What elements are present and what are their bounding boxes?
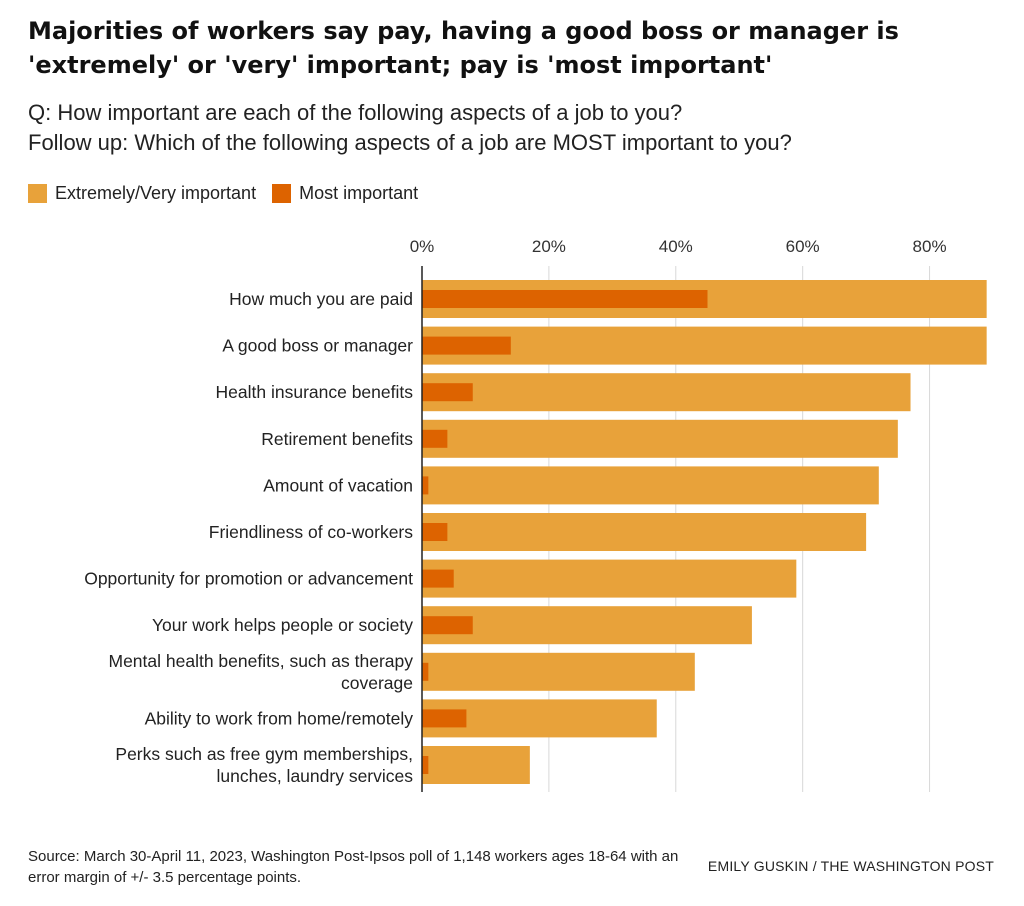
- x-tick-label: 80%: [913, 237, 947, 256]
- category-label: Friendliness of co-workers: [209, 522, 413, 542]
- bar-extremely-very: [422, 746, 530, 784]
- bar-extremely-very: [422, 373, 911, 412]
- category-label: Your work helps people or society: [152, 615, 413, 635]
- question-text: Q: How important are each of the followi…: [28, 100, 683, 125]
- x-tick-label: 0%: [410, 237, 435, 256]
- category-label: Mental health benefits, such as therapy: [109, 651, 414, 671]
- bar-extremely-very: [422, 419, 898, 458]
- category-label: Perks such as free gym memberships,: [115, 744, 413, 764]
- bar-most-important: [422, 429, 448, 448]
- chart-title: Majorities of workers say pay, having a …: [28, 17, 899, 79]
- category-label: coverage: [341, 673, 413, 693]
- category-label: lunches, laundry services: [217, 766, 414, 786]
- chart-subtitle: Q: How important are each of the followi…: [28, 98, 1008, 158]
- bar-most-important: [422, 569, 454, 588]
- bar-chart: 0% 20% 40% 60% 80% How much you are paid A goo…: [84, 237, 987, 792]
- category-label: Health insurance benefits: [216, 382, 414, 402]
- source-note: Source: March 30-April 11, 2023, Washing…: [28, 848, 679, 886]
- credit-line: EMILY GUSKIN / THE WASHINGTON POST: [707, 858, 994, 874]
- bar-extremely-very: [422, 513, 867, 551]
- legend-swatch-most-important: [272, 183, 292, 203]
- legend-item-extremely-very: Extremely/Very important: [28, 183, 256, 204]
- category-label: Amount of vacation: [263, 475, 413, 495]
- x-tick-label: 60%: [786, 237, 820, 256]
- bar-most-important: [422, 709, 467, 728]
- legend-swatch-extremely-very: [28, 183, 47, 203]
- category-label: Ability to work from home/remotely: [145, 708, 414, 728]
- bar-most-important: [422, 476, 429, 495]
- category-label: Retirement benefits: [261, 429, 413, 449]
- bar-most-important: [422, 756, 429, 774]
- bar-extremely-very: [422, 606, 752, 645]
- bar-most-important: [422, 616, 473, 635]
- x-tick-label: 40%: [659, 237, 693, 256]
- chart-legend: Extremely/Very important Most important: [28, 180, 434, 206]
- bar-most-important: [422, 523, 448, 541]
- followup-text: Follow up: Which of the following aspect…: [28, 130, 792, 155]
- bar-extremely-very: [422, 559, 797, 598]
- bar-extremely-very: [422, 326, 987, 365]
- bar-most-important: [422, 383, 473, 402]
- x-tick-label: 20%: [532, 237, 566, 256]
- category-label: A good boss or manager: [222, 336, 413, 356]
- bar-most-important: [422, 336, 511, 355]
- legend-label-most-important: Most important: [299, 182, 419, 203]
- legend-label-extremely-very: Extremely/Very important: [55, 182, 257, 203]
- bar-extremely-very: [422, 466, 879, 505]
- bar-extremely-very: [422, 652, 695, 691]
- category-label: Opportunity for promotion or advancement: [84, 569, 413, 589]
- bar-most-important: [422, 662, 429, 681]
- category-label: How much you are paid: [229, 289, 413, 309]
- legend-item-most-important: Most important: [272, 183, 418, 204]
- bar-most-important: [422, 290, 708, 308]
